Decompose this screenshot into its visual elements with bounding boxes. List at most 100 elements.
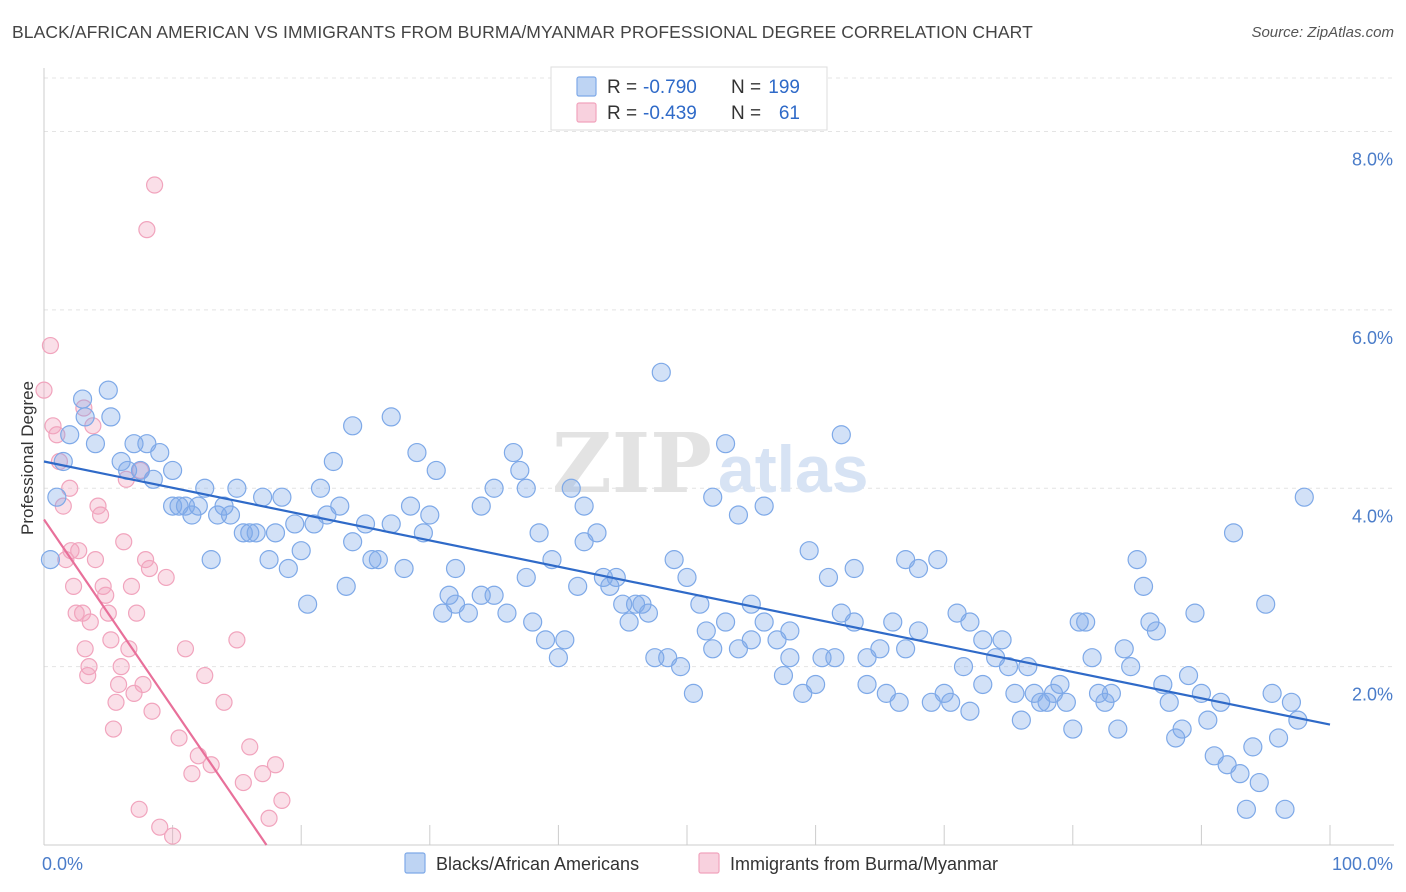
data-point (992, 630, 1012, 650)
data-point (98, 380, 118, 400)
data-point (973, 630, 993, 650)
data-point (805, 674, 826, 695)
data-point (1011, 710, 1031, 730)
data-point (40, 550, 61, 570)
x-tick-labels: 0.0% 100.0% (42, 854, 1393, 874)
data-point (561, 478, 581, 498)
data-point (272, 487, 292, 507)
data-point (91, 506, 110, 524)
data-point (503, 442, 523, 463)
data-point (265, 523, 286, 543)
data-point (362, 550, 382, 570)
data-point (1275, 799, 1295, 819)
data-point (818, 567, 839, 588)
data-point (310, 478, 331, 498)
data-point (1294, 487, 1314, 507)
data-point (241, 738, 259, 756)
legend-r-value-burma: -0.439 (643, 103, 697, 124)
y-tick-label: 8.0% (1352, 150, 1393, 170)
chart-title: BLACK/AFRICAN AMERICAN VS IMMIGRANTS FRO… (12, 22, 1033, 42)
data-point (1050, 674, 1070, 695)
data-point (471, 496, 491, 516)
legend-r-value-black: -0.790 (643, 77, 697, 98)
data-point (196, 666, 214, 685)
data-point (535, 630, 556, 650)
data-point (638, 603, 659, 623)
data-point (64, 577, 83, 595)
data-point (240, 523, 260, 543)
data-point (825, 648, 845, 668)
data-point (97, 586, 115, 604)
data-point (458, 603, 478, 623)
data-point (1005, 683, 1025, 703)
data-point (484, 478, 504, 498)
data-point (703, 639, 723, 659)
data-point (1223, 523, 1244, 543)
data-point (285, 514, 305, 534)
y-tick-labels: 2.0% 4.0% 6.0% 8.0% (1352, 150, 1393, 705)
data-point (298, 594, 318, 614)
data-point (41, 336, 60, 355)
data-point (67, 604, 85, 622)
data-point (400, 496, 421, 516)
data-point (587, 523, 607, 543)
data-point (343, 532, 363, 552)
trend-lines (43, 460, 1331, 846)
data-point (1069, 612, 1089, 632)
data-point (70, 542, 88, 560)
legend-box (550, 66, 828, 131)
data-point (683, 683, 704, 703)
data-point (254, 765, 272, 783)
data-point (163, 460, 183, 481)
data-point (1018, 657, 1038, 677)
data-point (122, 577, 141, 595)
data-point (497, 603, 517, 623)
y-tick-label: 2.0% (1352, 685, 1393, 705)
data-point (109, 675, 128, 694)
legend-n-label-black: N = (731, 77, 761, 98)
data-point (60, 425, 80, 445)
data-point (138, 221, 156, 239)
data-point (101, 407, 121, 427)
data-point (127, 604, 146, 622)
data-point (1243, 737, 1263, 757)
data-point (115, 533, 133, 551)
data-point (278, 558, 298, 579)
data-point (134, 675, 152, 694)
data-point (831, 425, 851, 445)
data-point (150, 442, 170, 463)
data-point (799, 541, 819, 561)
data-point (355, 514, 376, 534)
data-point (220, 505, 241, 525)
data-point (72, 389, 93, 409)
data-point (381, 407, 401, 427)
axes (43, 68, 1394, 846)
data-point (754, 496, 774, 516)
data-point (61, 479, 79, 497)
data-point (773, 665, 794, 686)
data-point (407, 442, 427, 463)
data-point (1172, 719, 1192, 739)
series-black-points (40, 362, 1314, 819)
data-point (273, 791, 291, 810)
data-point (259, 550, 279, 570)
data-point (1108, 719, 1128, 739)
data-point (703, 487, 723, 507)
data-point (715, 612, 736, 632)
data-point (228, 631, 246, 649)
source-label: Source: ZipAtlas.com (1251, 24, 1394, 41)
data-point (81, 613, 99, 631)
data-point (183, 765, 201, 783)
data-point (715, 434, 736, 454)
data-point (131, 461, 150, 480)
data-point (420, 505, 440, 525)
data-point (1178, 665, 1199, 686)
data-point (130, 800, 148, 818)
bottom-legend-label-black: Blacks/African Americans (436, 854, 639, 874)
bottom-legend-swatch-burma (698, 852, 720, 874)
data-point (908, 621, 929, 641)
data-point (157, 568, 175, 587)
data-point (548, 648, 569, 668)
data-point (908, 558, 929, 579)
